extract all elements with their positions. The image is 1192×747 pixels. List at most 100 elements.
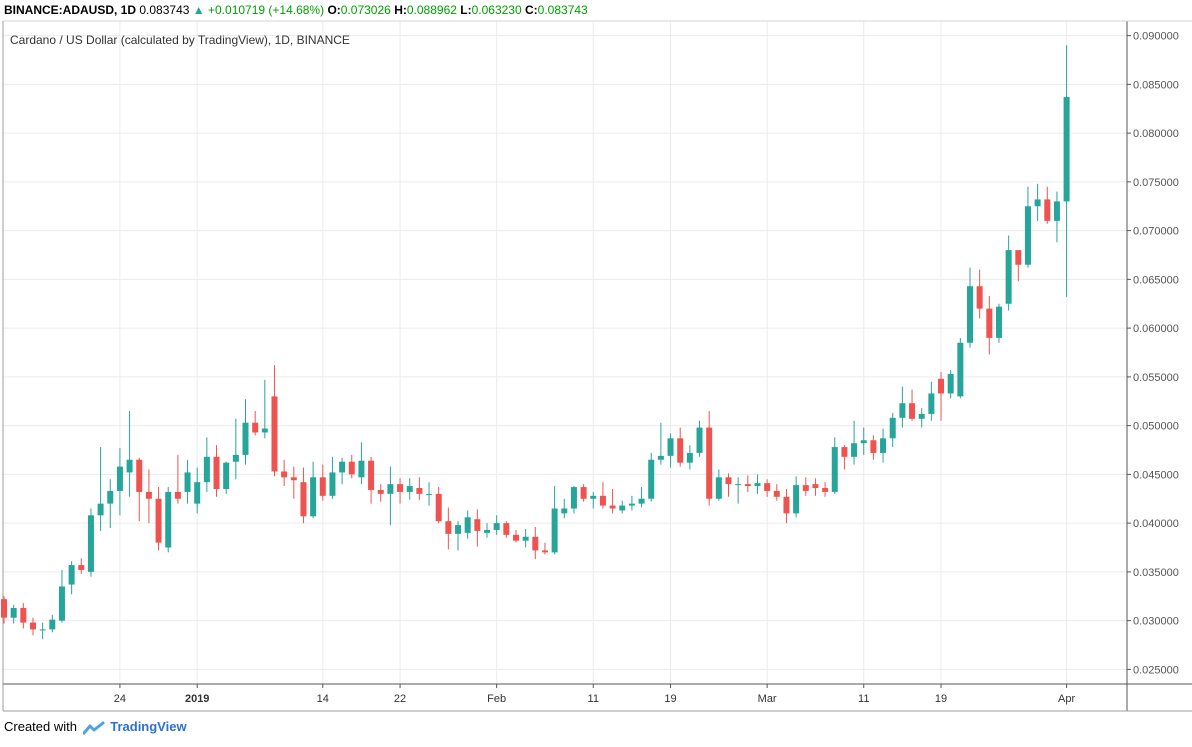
y-tick-label: 0.040000 (1133, 518, 1179, 530)
candle-body (512, 534, 519, 541)
price-change: +0.010719 (+14.68%) (208, 3, 325, 17)
candle-body (49, 619, 56, 630)
candle-body (686, 452, 693, 463)
candle-body (580, 487, 587, 499)
candle-body (773, 490, 780, 497)
candle-body (493, 523, 500, 530)
candle-body (58, 586, 65, 621)
y-tick-label: 0.060000 (1133, 323, 1179, 335)
candle-body (880, 438, 887, 453)
candle-body (348, 461, 355, 475)
candle-body (435, 493, 442, 522)
y-tick-label: 0.080000 (1133, 128, 1179, 140)
candle-body (116, 466, 123, 491)
y-tick-label: 0.045000 (1133, 469, 1179, 481)
y-tick-label: 0.085000 (1133, 79, 1179, 91)
candle-body (107, 490, 114, 504)
candle-body (841, 447, 848, 457)
x-tick-label: 22 (394, 693, 406, 705)
candle-body (145, 491, 152, 499)
y-tick-label: 0.035000 (1133, 567, 1179, 579)
candle-body (184, 472, 191, 492)
candle-body (174, 491, 181, 499)
x-tick-label: Mar (758, 693, 777, 705)
candle-body (281, 471, 288, 478)
candle-body (541, 550, 548, 553)
candle-body (165, 491, 172, 548)
candle-body (455, 525, 462, 534)
candle-body (1024, 206, 1031, 265)
candle-body (78, 565, 85, 570)
close-label: C: (525, 3, 538, 17)
tradingview-logo-icon (82, 721, 105, 735)
candle-body (667, 438, 674, 456)
candle-body (851, 443, 858, 457)
candle-body (812, 484, 819, 489)
candle-body (271, 396, 278, 472)
low-value: 0.063230 (471, 3, 522, 17)
candle-body (87, 515, 94, 572)
symbol-header: BINANCE:ADAUSD, 1D 0.083743 ▲ +0.010719 … (0, 0, 1192, 20)
candle-body (1, 599, 7, 618)
low-label: L: (460, 3, 472, 17)
candle-body (986, 308, 993, 338)
y-tick-label: 0.070000 (1133, 226, 1179, 238)
candle-body (416, 488, 423, 494)
y-tick-label: 0.090000 (1133, 31, 1179, 43)
candle-body (657, 455, 664, 460)
candle-body (1063, 97, 1070, 202)
y-tick-label: 0.030000 (1133, 616, 1179, 628)
candle-body (995, 306, 1002, 338)
candle-body (619, 505, 626, 511)
candlestick-chart[interactable]: 0.025000 0.030000 0.035000 0.040000 0.045000… (0, 0, 1192, 715)
open-value: 0.073026 (340, 3, 391, 17)
candle-body (609, 505, 616, 509)
candle-body (319, 477, 326, 496)
candle-body (155, 498, 162, 543)
candle-body (725, 477, 732, 485)
candle-body (802, 485, 809, 491)
candle-body (590, 495, 597, 499)
candle-body (406, 486, 413, 492)
candle-body (522, 536, 529, 541)
candle-body (899, 403, 906, 418)
candle-body (696, 427, 703, 453)
candle-body (329, 472, 336, 496)
candle-body (387, 484, 394, 494)
candle-body (677, 438, 684, 463)
symbol-label: BINANCE:ADAUSD, 1D (4, 3, 137, 17)
up-arrow-icon: ▲ (192, 3, 205, 17)
candle-body (377, 489, 384, 494)
candle-body (860, 440, 867, 444)
candle-body (503, 523, 510, 535)
candle-body (628, 503, 635, 506)
candle-body (20, 607, 27, 623)
x-tick-label: 11 (588, 693, 599, 705)
candle-body (97, 503, 104, 516)
candle-body (213, 456, 220, 489)
candle-body (947, 373, 954, 394)
y-tick-label: 0.075000 (1133, 177, 1179, 189)
candle-body (126, 459, 133, 473)
candle-body (29, 622, 36, 630)
candle-body (793, 485, 800, 514)
candle-body (561, 508, 568, 514)
y-tick-label: 0.065000 (1133, 274, 1179, 286)
candle-body (648, 459, 655, 499)
candle-body (918, 413, 925, 419)
candle-body (10, 607, 17, 618)
high-value: 0.088962 (406, 3, 457, 17)
chart-title: Cardano / US Dollar (calculated by Tradi… (10, 33, 350, 47)
candle-body (426, 493, 433, 495)
candle-body (638, 498, 645, 504)
candle-body (735, 484, 742, 486)
candle-body (744, 484, 751, 487)
candle-body (232, 454, 239, 462)
plot-area (3, 21, 1127, 711)
candle-body (484, 529, 490, 533)
candle-body (889, 417, 896, 439)
tradingview-brand[interactable]: TradingView (110, 719, 187, 734)
candle-body (464, 517, 471, 533)
candle-body (551, 508, 558, 553)
candle-body (300, 482, 307, 517)
